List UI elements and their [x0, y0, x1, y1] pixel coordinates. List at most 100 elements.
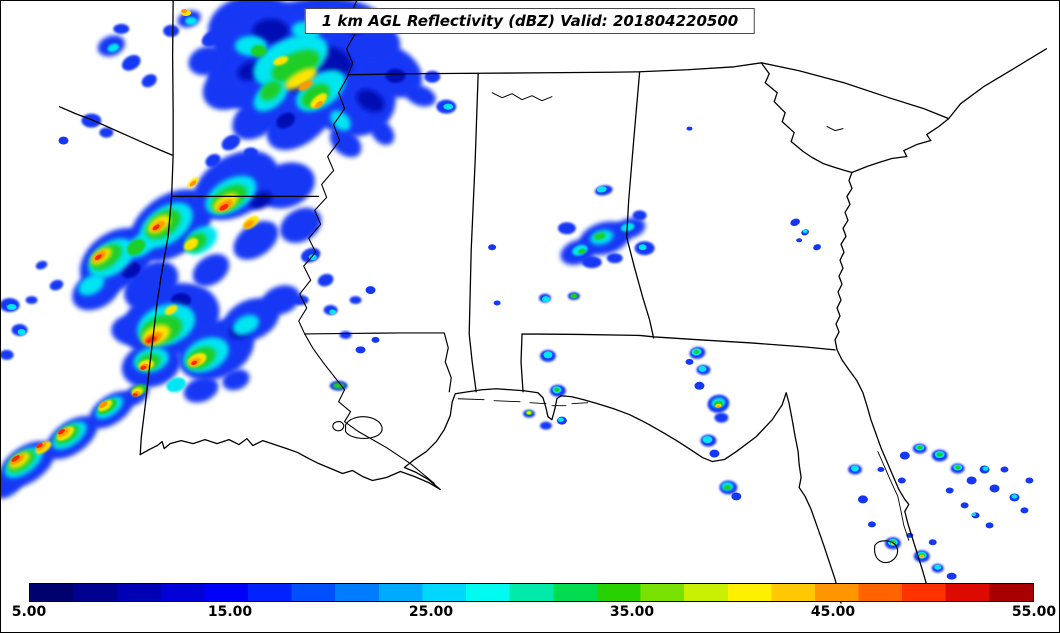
radar-echo-cyan: [107, 43, 120, 53]
radar-echo-blue: [355, 346, 366, 354]
radar-echo-orange: [57, 427, 70, 438]
radar-echo-blue: [867, 521, 876, 528]
radar-echo-red: [140, 365, 147, 370]
radar-echo-blue: [1, 349, 14, 360]
colorbar-labels: 5.00 15.00 25.00 35.00 45.00 55.00: [12, 604, 1056, 624]
radar-echo-orange: [36, 442, 47, 451]
radar-echo-yellow: [527, 411, 531, 415]
radar-echo-yellow: [284, 67, 317, 90]
radar-echo-cyan: [543, 351, 553, 359]
radar-echo-navy: [276, 112, 296, 129]
radar-echo-blue: [183, 376, 219, 403]
radar-echo-green: [554, 387, 560, 392]
barrier-islands: [457, 398, 910, 541]
colorbar-gradient: [30, 584, 1033, 601]
radar-echo-blue: [121, 54, 141, 71]
radar-echoes-layer: [1, 1, 1034, 580]
radar-echo-red: [11, 455, 20, 462]
radar-echo-blue: [557, 222, 576, 235]
radar-echo-blue: [685, 358, 694, 365]
radar-echo-red: [36, 443, 43, 449]
radar-echo-orange: [189, 180, 197, 187]
radar-echo-blue: [877, 467, 885, 473]
radar-echo-blue: [49, 279, 64, 291]
radar-echo-green: [577, 248, 586, 254]
radar-echo-blue: [694, 381, 705, 390]
radar-echo-blue: [581, 256, 602, 269]
radar-echo-blue: [686, 126, 693, 131]
radar-echo-blue: [606, 253, 623, 264]
radar-echo-blue: [928, 539, 937, 546]
radar-echo-green: [250, 44, 267, 57]
radar-echo-orange: [99, 401, 108, 409]
radar-echo-cyan: [443, 103, 454, 110]
radar-echo-blue: [317, 273, 334, 287]
radar-echo-green: [916, 445, 923, 450]
radar-echo-blue: [280, 207, 322, 243]
colorbar-tick-label: 55.00: [1011, 604, 1057, 620]
radar-echo-cyan: [1011, 494, 1018, 499]
radar-echo-cyan: [17, 328, 26, 335]
radar-echo-blue: [349, 296, 362, 305]
radar-echo-orange: [314, 100, 323, 109]
radar-echo-red: [152, 224, 160, 231]
louisiana-mississippi-border: [304, 332, 452, 393]
radar-echo-red: [58, 428, 65, 435]
radar-echo-cyan: [330, 110, 351, 131]
atlantic-coastline: [834, 48, 1048, 598]
radar-echo-blue: [897, 477, 906, 484]
radar-echo-cyan: [934, 564, 942, 570]
radar-echo-red: [145, 336, 157, 344]
radar-echo-blue: [493, 300, 501, 306]
radar-echo-navy: [252, 18, 289, 43]
radar-echo-blue: [192, 253, 230, 287]
radar-echo-blue: [222, 369, 250, 391]
radar-echo-blue: [488, 244, 497, 251]
radar-echo-blue: [1025, 477, 1034, 484]
radar-echo-blue: [292, 295, 309, 306]
radar-echo-blue: [946, 572, 957, 580]
radar-echo-red: [94, 254, 102, 260]
radar-echo-green: [955, 465, 961, 470]
radar-echo-red: [219, 204, 229, 211]
radar-echo-green: [936, 452, 943, 457]
radar-echo-cyan: [6, 304, 17, 311]
radar-echo-blue: [365, 286, 376, 295]
radar-echo-cyan: [166, 377, 186, 393]
radar-echo-orange: [10, 454, 25, 465]
radar-echo-blue: [188, 46, 224, 76]
radar-echo-green: [127, 239, 146, 256]
radar-echo-navy: [171, 293, 192, 308]
radar-echo-cyan: [329, 309, 337, 315]
radar-echo-blue: [731, 492, 742, 501]
radar-echo-blue: [796, 238, 803, 243]
basemap-layer: [58, 1, 1048, 604]
radar-echo-yellow: [183, 238, 199, 251]
lake-pontchartrain: [332, 416, 383, 439]
radar-echo-orange: [181, 8, 188, 13]
radar-echo-blue: [404, 84, 436, 107]
state-borders: [58, 1, 950, 456]
radar-echo-blue: [857, 495, 868, 504]
radar-echo-cyan: [698, 365, 707, 372]
radar-echo-blue: [81, 113, 102, 128]
colorbar-tick-label: 25.00: [408, 604, 454, 620]
radar-echo-cyan: [78, 274, 105, 296]
radar-echo-blue: [714, 412, 729, 423]
lake-okeechobee: [874, 540, 899, 564]
radar-echo-cyan: [971, 512, 977, 517]
radar-echo-blue: [539, 421, 552, 430]
radar-echo-green: [693, 349, 699, 354]
radar-echo-red: [191, 360, 197, 365]
radar-echo-navy: [385, 68, 406, 83]
radar-echo-blue: [163, 24, 180, 37]
radar-echo-yellow: [164, 305, 178, 315]
radar-echo-navy: [121, 262, 141, 278]
radar-echo-blue: [709, 449, 720, 458]
radar-echo-cyan: [185, 16, 198, 25]
radar-echo-navy: [356, 89, 385, 113]
radar-echo-green: [723, 484, 731, 490]
radar-echo-blue: [233, 220, 279, 260]
radar-echo-orange: [920, 555, 924, 558]
radar-echo-orange: [243, 220, 255, 229]
